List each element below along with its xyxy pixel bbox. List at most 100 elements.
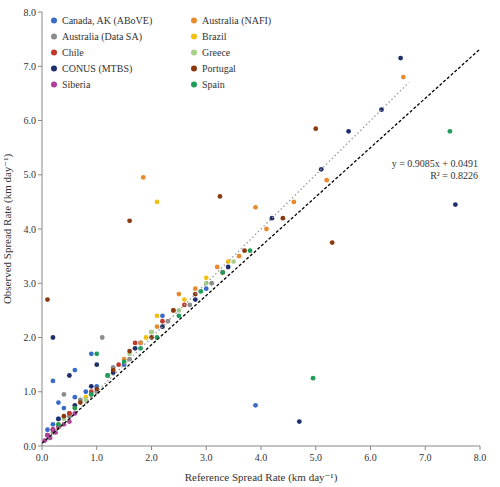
- x-tick-label: 5.0: [310, 452, 323, 463]
- point: [242, 248, 247, 253]
- legend-label: Chile: [62, 47, 84, 58]
- point: [100, 335, 105, 340]
- point: [78, 400, 83, 405]
- point: [187, 303, 192, 308]
- x-axis-title: Reference Spread Rate (km day⁻¹): [185, 471, 338, 484]
- point: [133, 341, 138, 346]
- point: [56, 422, 61, 427]
- point: [72, 406, 77, 411]
- point: [453, 202, 458, 207]
- point: [67, 373, 72, 378]
- point: [248, 248, 253, 253]
- legend-marker: [51, 66, 57, 72]
- y-tick-label: 2.0: [24, 332, 37, 343]
- point: [218, 194, 223, 199]
- y-tick: [38, 12, 42, 13]
- point: [193, 286, 198, 291]
- point: [89, 384, 94, 389]
- y-tick-label: 1.0: [24, 386, 37, 397]
- x-tick-label: 4.0: [255, 452, 268, 463]
- point: [51, 335, 56, 340]
- point: [198, 289, 203, 294]
- point: [160, 313, 165, 318]
- point: [72, 395, 77, 400]
- point: [122, 360, 127, 365]
- legend-label: Canada, AK (ABoVE): [62, 15, 152, 27]
- y-tick-label: 6.0: [24, 115, 37, 126]
- point: [291, 199, 296, 204]
- point: [264, 227, 269, 232]
- point: [281, 216, 286, 221]
- x-tick-label: 1.0: [91, 452, 104, 463]
- point: [176, 292, 181, 297]
- point: [182, 297, 187, 302]
- point: [94, 362, 99, 367]
- point: [149, 330, 154, 335]
- y-tick-label: 8.0: [24, 7, 37, 18]
- point: [56, 422, 61, 427]
- legend-label: CONUS (MTBS): [62, 63, 132, 75]
- point: [204, 275, 209, 280]
- x-tick-label: 7.0: [419, 452, 432, 463]
- point: [94, 351, 99, 356]
- point: [237, 254, 242, 259]
- point: [226, 265, 231, 270]
- y-tick: [38, 446, 42, 447]
- point: [133, 346, 138, 351]
- point: [160, 319, 165, 324]
- point: [141, 175, 146, 180]
- point: [171, 308, 176, 313]
- point: [171, 308, 176, 313]
- point: [45, 427, 50, 432]
- point: [193, 297, 198, 302]
- legend-marker: [191, 82, 197, 88]
- y-tick: [38, 174, 42, 175]
- annotation: R² = 0.8226: [430, 170, 478, 181]
- point: [89, 392, 94, 397]
- legend-marker: [191, 18, 197, 24]
- point: [398, 56, 403, 61]
- legend-label: Siberia: [62, 79, 91, 90]
- point: [72, 368, 77, 373]
- y-tick: [38, 283, 42, 284]
- x-tick: [151, 446, 152, 450]
- point: [111, 368, 116, 373]
- point: [51, 379, 56, 384]
- point: [346, 129, 351, 134]
- legend-marker: [51, 34, 57, 40]
- point: [51, 422, 56, 427]
- point: [324, 178, 329, 183]
- y-tick-label: 4.0: [24, 224, 37, 235]
- point: [67, 411, 72, 416]
- annotation: y = 0.9085x + 0.0491: [392, 158, 478, 169]
- y-tick: [38, 391, 42, 392]
- point: [204, 286, 209, 291]
- legend-label: Australia (NAFI): [202, 15, 271, 27]
- legend-label: Portugal: [202, 63, 236, 74]
- y-tick-label: 5.0: [24, 169, 37, 180]
- point: [231, 259, 236, 264]
- reference-line: [42, 83, 409, 446]
- point: [83, 389, 88, 394]
- point: [111, 368, 116, 373]
- point: [94, 387, 99, 392]
- point: [160, 324, 165, 329]
- point: [149, 330, 154, 335]
- point: [253, 403, 258, 408]
- annotation-group: y = 0.9085x + 0.0491R² = 0.8226: [392, 158, 478, 181]
- point: [401, 75, 406, 80]
- point: [209, 281, 214, 286]
- y-tick-label: 7.0: [24, 61, 37, 72]
- point: [62, 392, 67, 397]
- point: [45, 297, 50, 302]
- legend-marker: [191, 66, 197, 72]
- x-tick: [480, 446, 481, 450]
- x-tick: [96, 446, 97, 450]
- point: [176, 313, 181, 318]
- point: [220, 270, 225, 275]
- point: [313, 126, 318, 131]
- point: [105, 373, 110, 378]
- point: [105, 373, 110, 378]
- legend-marker: [191, 34, 197, 40]
- point: [72, 406, 77, 411]
